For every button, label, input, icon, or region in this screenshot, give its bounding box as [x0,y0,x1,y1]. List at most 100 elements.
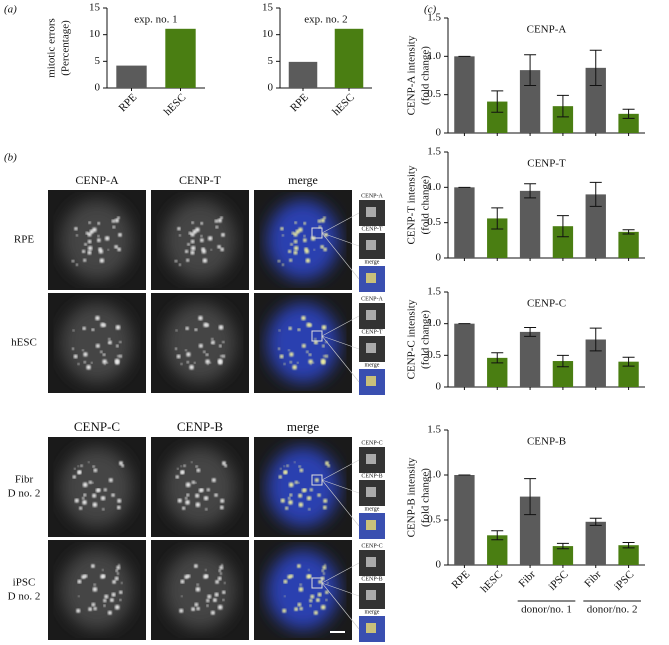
spot [93,606,97,611]
bar [454,475,475,565]
spot [293,250,298,255]
bar [618,361,639,387]
spot [186,493,190,497]
error-bar [524,326,537,337]
spot [83,574,88,578]
spot [182,506,186,510]
spot [289,574,294,578]
error-bar [622,108,635,119]
bar [334,28,364,88]
inset-label: CENP-A [361,193,383,199]
bar [552,361,574,387]
spot [87,232,92,237]
spot [102,569,104,571]
spot [289,360,293,364]
spot [217,576,222,581]
spot [103,604,106,607]
spot [306,322,311,328]
spot [119,341,122,344]
spot [177,498,182,503]
spot [298,587,304,592]
spot [313,342,316,344]
spot [104,594,109,599]
inset-spot [366,310,376,320]
spot [205,569,207,571]
column-header: CENP-C [74,419,120,434]
spot [196,468,201,473]
error-bar [491,530,504,541]
y-tick-label: 0.5 [427,514,441,526]
error-bar [524,54,537,86]
spot [298,502,304,508]
bar [585,521,606,565]
spot [115,344,119,348]
spot [186,574,191,578]
bar [487,218,508,258]
spot [307,574,312,578]
error-bar [589,327,602,352]
spot [190,239,195,244]
spot [321,569,325,573]
spot [195,227,200,233]
spot [117,498,122,503]
spot [301,488,306,493]
bar [454,56,475,134]
inset-label: CENP-T [362,329,383,335]
spot [288,326,292,331]
spot [199,238,204,243]
spot [186,352,191,357]
spot [281,234,284,237]
x-tick-label: RPE [117,91,140,114]
inset-connector [321,562,360,584]
spot [75,234,78,237]
spot [118,461,123,466]
error-bar [556,215,569,238]
spot [309,488,313,492]
spot [313,610,318,615]
inset-label: CENP-B [361,576,382,582]
y-axis-label: CENP-C intensity [406,299,418,379]
error-bar [622,356,635,367]
y-axis-label: (fold change) [420,46,432,105]
column-header: merge [288,173,318,187]
spot [283,362,286,365]
spot [180,465,183,468]
spot [201,249,207,254]
spot [323,498,328,503]
y-tick-label: 0 [436,127,442,139]
bar [519,190,541,258]
spot [219,565,224,570]
error-bar [589,49,602,86]
error-bar [589,181,602,207]
spot [320,218,325,223]
panel-label: (a) [4,4,17,16]
y-axis-label: (fold change) [420,468,432,527]
spot [299,583,302,586]
spot [186,360,190,364]
spot [296,564,301,568]
y-tick-label: 10 [89,28,101,40]
chart-title: CENP-T [527,158,566,170]
spot [97,234,100,238]
spot [176,467,179,470]
spot [83,493,87,497]
spot [82,500,87,505]
spot [111,493,115,497]
spot [102,359,107,364]
panel-label: (b) [4,152,17,164]
spot [190,461,193,464]
spot [81,496,85,500]
inset-spot [366,623,376,633]
spot [322,505,327,510]
spot [193,361,196,364]
spot [315,598,320,603]
inset-label: merge [365,609,380,615]
spot [106,361,109,364]
spot [83,360,87,364]
spot [303,234,306,238]
bar [519,331,541,387]
spot [220,498,225,503]
inset-spot [366,487,376,497]
nucleus [267,447,339,527]
spot [185,482,191,488]
